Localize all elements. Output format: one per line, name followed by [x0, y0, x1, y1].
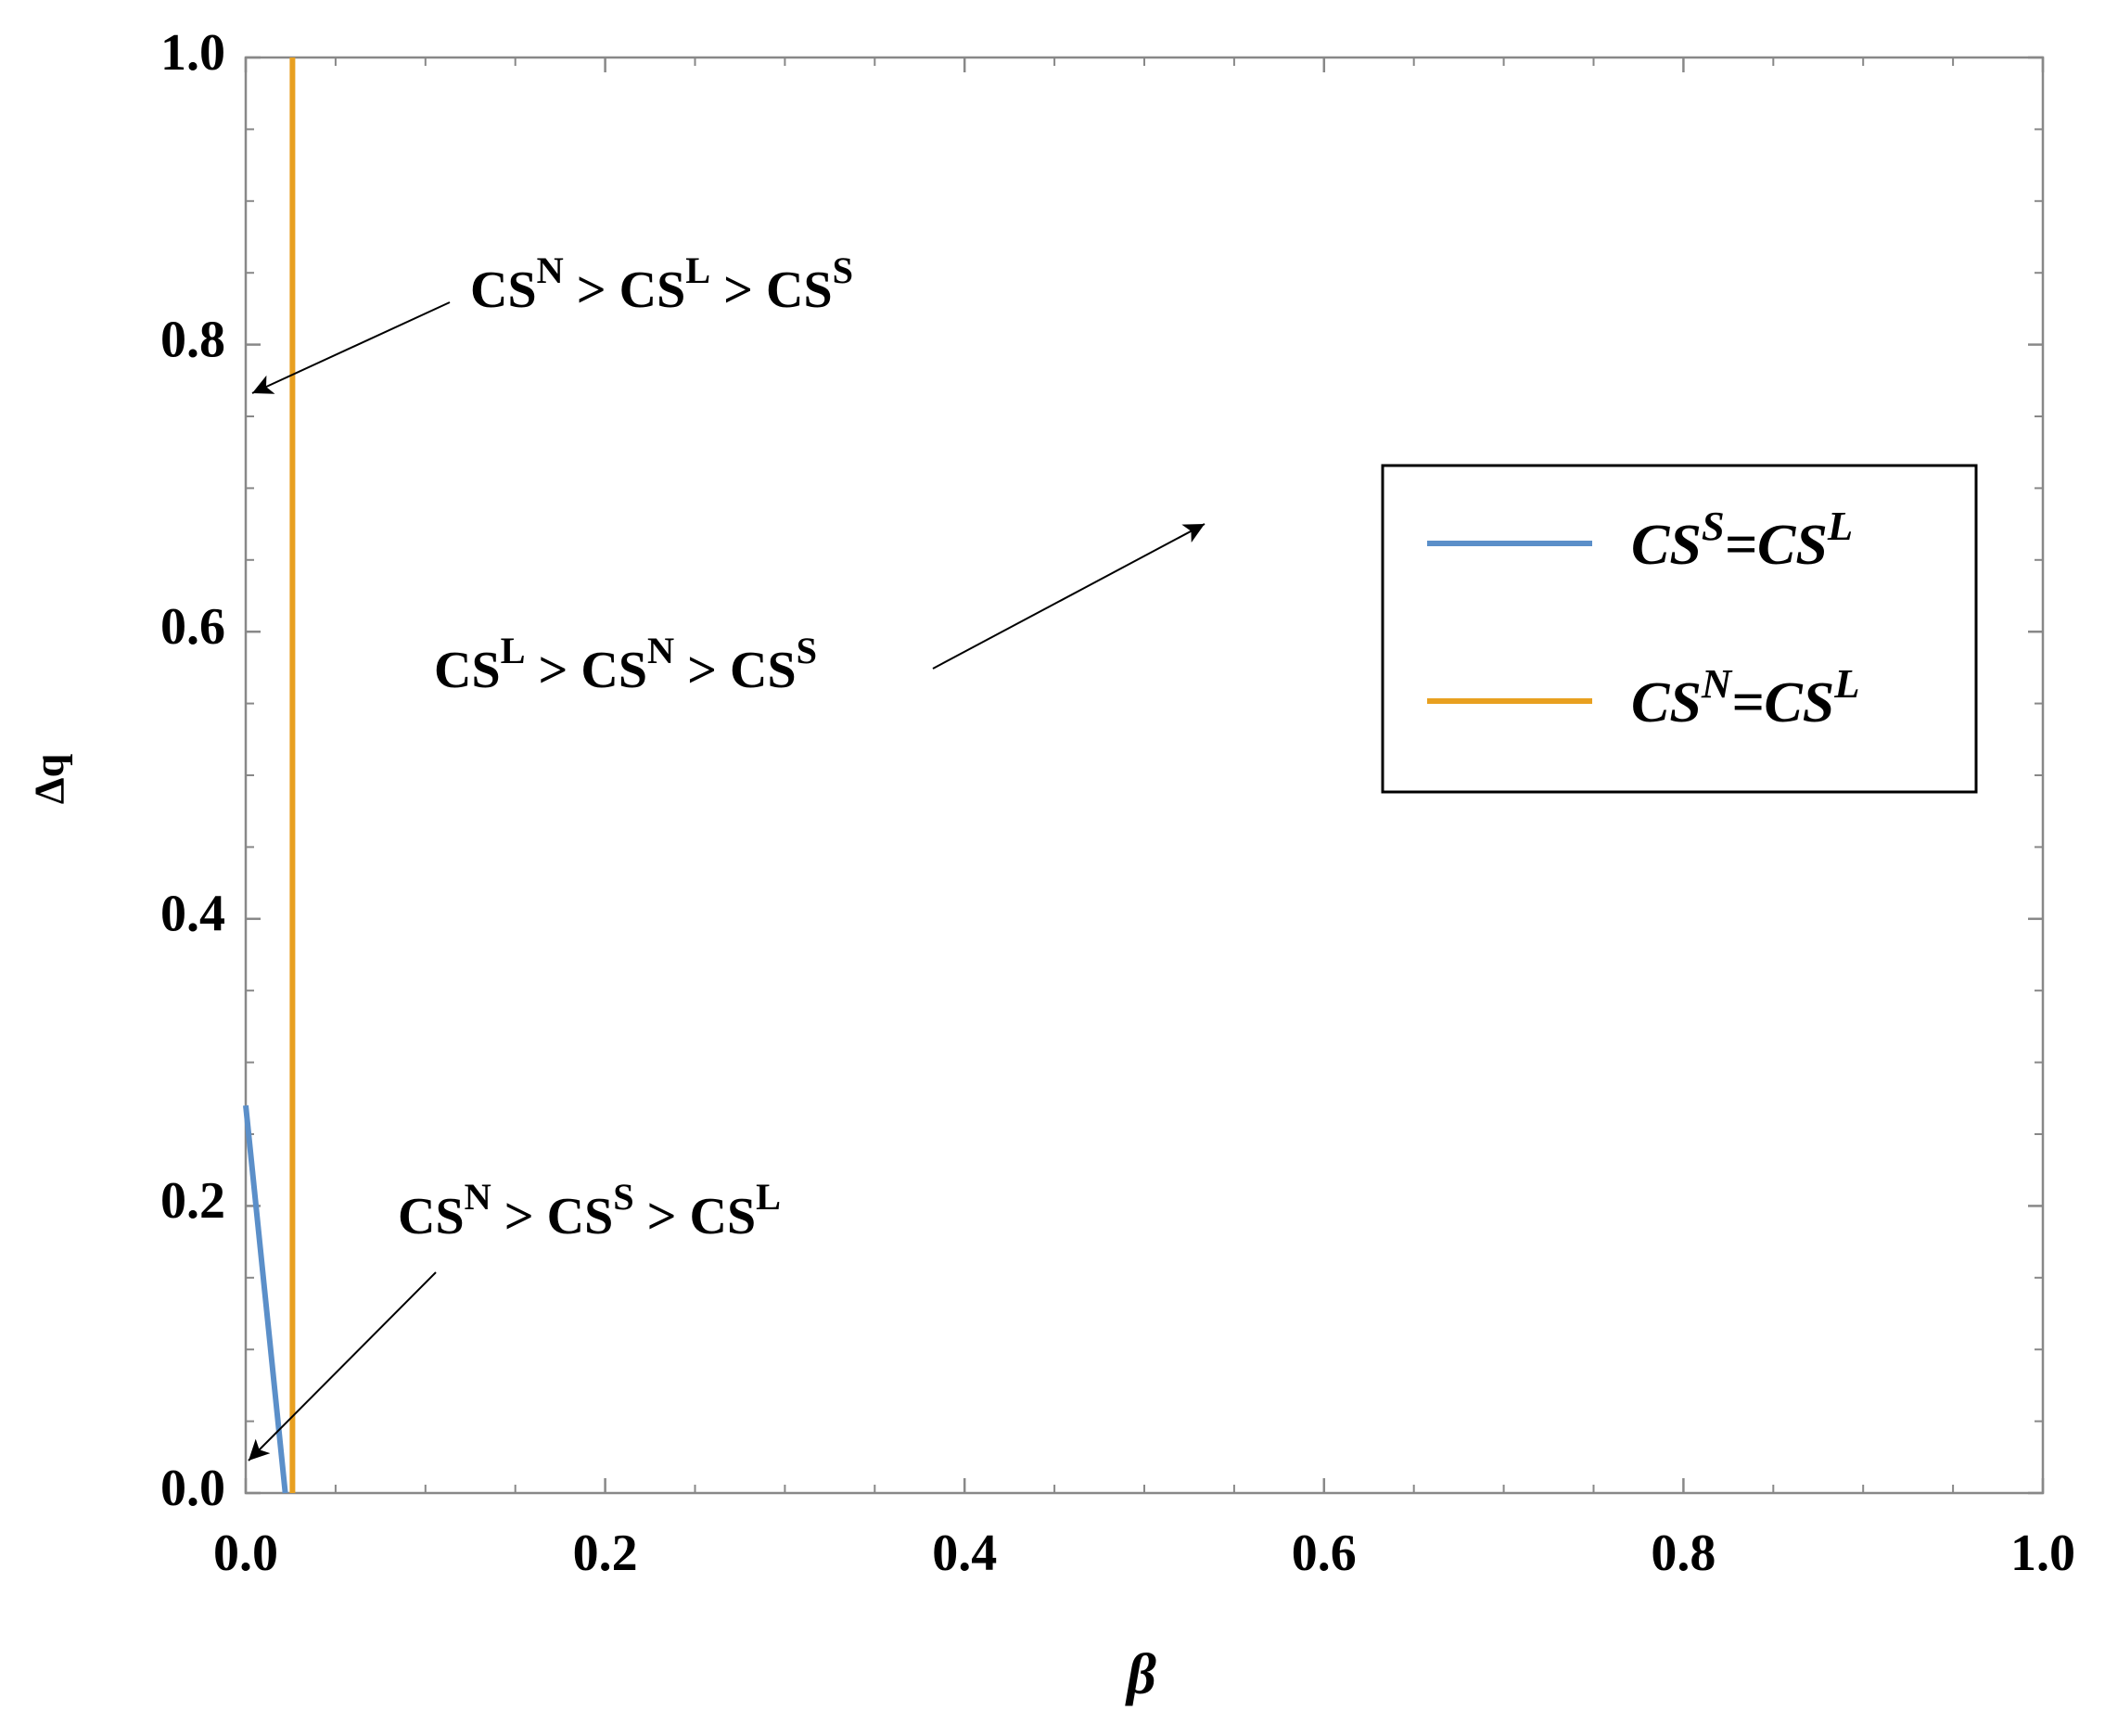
- text-part: > CS: [634, 1188, 757, 1245]
- annotation-arrow: [248, 1271, 437, 1462]
- superscript: L: [685, 249, 710, 291]
- superscript: N: [537, 249, 564, 291]
- superscript: N: [1701, 660, 1733, 707]
- legend-label: CSS=CSL: [1631, 503, 1853, 577]
- superscript: S: [1702, 503, 1725, 549]
- y-tick-label: 1.0: [160, 24, 225, 82]
- annotation: CSN > CSL > CSS: [470, 249, 853, 319]
- x-tick-label: 0.6: [1292, 1525, 1357, 1582]
- y-tick-label: 0.8: [160, 311, 225, 368]
- text-part: > CS: [564, 262, 686, 319]
- annotation-arrow: [932, 523, 1206, 670]
- x-tick-label: 0.4: [932, 1525, 997, 1582]
- text-part: =CS: [1725, 514, 1828, 577]
- x-tick-label: 0.2: [573, 1525, 638, 1582]
- y-tick-label: 0.4: [160, 886, 225, 943]
- x-tick-label: 1.0: [2010, 1525, 2075, 1582]
- y-axis-label: Δq: [26, 753, 73, 804]
- text-part: CS: [434, 642, 501, 699]
- superscript: L: [1833, 660, 1859, 707]
- text-part: > CS: [525, 642, 647, 699]
- legend-label: CSN=CSL: [1631, 660, 1860, 734]
- y-tick-label: 0.6: [160, 598, 225, 656]
- text-part: > CS: [674, 642, 797, 699]
- superscript: S: [613, 1176, 633, 1218]
- y-tick-label: 0.0: [160, 1460, 225, 1517]
- text-part: CS: [470, 262, 537, 319]
- annotation: CSN > CSS > CSL: [398, 1176, 781, 1245]
- superscript: S: [797, 630, 817, 671]
- text-part: CS: [398, 1188, 465, 1245]
- annotation: CSL > CSN > CSS: [434, 630, 817, 699]
- x-tick-label: 0.0: [213, 1525, 278, 1582]
- superscript: S: [833, 249, 853, 291]
- superscript: L: [501, 630, 526, 671]
- y-tick-label: 0.2: [160, 1172, 225, 1230]
- superscript: N: [647, 630, 674, 671]
- superscript: L: [1827, 503, 1853, 549]
- text-part: > CS: [710, 262, 833, 319]
- text-part: > CS: [491, 1188, 614, 1245]
- x-axis-label: β: [1125, 1643, 1156, 1706]
- text-part: CS: [1631, 671, 1702, 734]
- text-part: =CS: [1731, 671, 1834, 734]
- series-line: [243, 1104, 288, 1494]
- superscript: L: [756, 1176, 781, 1218]
- annotation-arrow: [251, 301, 451, 394]
- text-part: CS: [1631, 514, 1702, 577]
- x-tick-label: 0.8: [1651, 1525, 1716, 1582]
- superscript: N: [465, 1176, 491, 1218]
- legend-box: [1381, 464, 1978, 794]
